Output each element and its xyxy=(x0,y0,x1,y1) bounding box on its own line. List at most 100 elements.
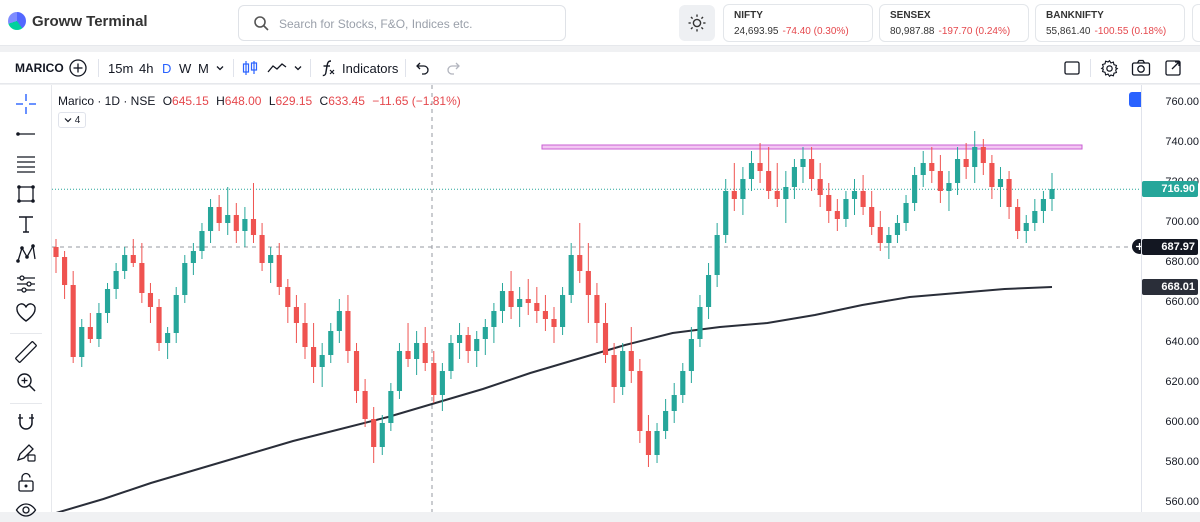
candle-body xyxy=(431,363,437,395)
candle-body xyxy=(946,183,952,191)
gear-icon xyxy=(1100,59,1119,77)
candle-body xyxy=(620,351,626,387)
candle-body xyxy=(225,215,231,223)
candlestick-icon xyxy=(242,61,258,75)
price-tick: 560.00 xyxy=(1165,496,1199,508)
horizontal-lines-icon xyxy=(17,156,35,173)
price-axis[interactable]: 760.00 740.00 720.00 700.00 680.00 660.0… xyxy=(1141,85,1200,512)
interval-4h[interactable]: 4h xyxy=(139,60,154,76)
fullscreen-button[interactable] xyxy=(1164,52,1182,84)
candle-body xyxy=(87,327,93,339)
candle-body xyxy=(439,371,445,395)
candle-body xyxy=(53,247,59,257)
price-tick: 580.00 xyxy=(1165,456,1199,468)
indicator-toggle-button[interactable]: 4 xyxy=(58,112,86,128)
price-chart[interactable] xyxy=(52,85,1142,512)
candle-body xyxy=(233,215,239,231)
redo-button[interactable] xyxy=(445,52,461,84)
measure-tool[interactable] xyxy=(14,340,38,364)
candle-body xyxy=(1023,223,1029,231)
symbol-name[interactable]: MARICO xyxy=(15,61,64,75)
index-change: -100.55 (0.18%) xyxy=(1094,26,1167,37)
candle-body xyxy=(130,255,136,263)
index-card-banknifty[interactable]: BANKNIFTY 55,861.40 -100.55 (0.18%) xyxy=(1035,4,1185,42)
candle-body xyxy=(577,255,583,271)
candle-body xyxy=(448,343,454,371)
theme-toggle-button[interactable] xyxy=(679,5,715,41)
candle-body xyxy=(877,227,883,243)
chevron-down-icon xyxy=(216,66,224,71)
lock-tool[interactable] xyxy=(14,470,38,494)
chart-options-button[interactable] xyxy=(1129,92,1144,107)
search-input[interactable] xyxy=(279,14,549,34)
settings-button[interactable] xyxy=(1100,52,1119,84)
legend-change: −11.65 (−1.81%) xyxy=(372,94,461,108)
candle-body xyxy=(1015,207,1021,231)
candles xyxy=(53,131,1055,467)
interval-dropdown-button[interactable] xyxy=(215,52,225,84)
chart-area[interactable]: Marico · 1D · NSE O645.15 H648.00 L629.1… xyxy=(52,85,1200,512)
candle-body xyxy=(714,235,720,275)
candle-body xyxy=(851,191,858,199)
fib-tool[interactable] xyxy=(14,152,38,176)
pattern-tool[interactable] xyxy=(14,242,38,266)
candle-body xyxy=(723,191,729,235)
interval-15m[interactable]: 15m xyxy=(108,60,134,76)
index-card-sensex[interactable]: SENSEX 80,987.88 -197.70 (0.24%) xyxy=(879,4,1029,42)
undo-button[interactable] xyxy=(415,52,431,84)
search-icon xyxy=(254,16,269,31)
add-symbol-button[interactable] xyxy=(68,52,88,84)
app-logo[interactable]: Groww Terminal xyxy=(8,12,148,30)
line-chart-icon xyxy=(267,63,287,73)
crosshair-price-label: 687.97 xyxy=(1142,239,1198,256)
forecast-tool[interactable] xyxy=(14,272,38,296)
crosshair-tool[interactable] xyxy=(14,92,38,116)
drawing-mode-tool[interactable] xyxy=(14,440,38,464)
chart-toolbar: MARICO 15m 4h D W M Indicators xyxy=(0,52,1200,84)
candle-body xyxy=(207,207,214,231)
candle-body xyxy=(113,271,119,289)
candle-type-button[interactable] xyxy=(241,52,259,84)
candle-body xyxy=(242,219,248,231)
candle-body xyxy=(293,307,299,323)
chart-type-dropdown-button[interactable] xyxy=(293,52,303,84)
favorites-tool[interactable] xyxy=(14,301,38,325)
candle-body xyxy=(353,351,360,391)
candle-body xyxy=(319,355,325,367)
candle-body xyxy=(869,207,875,227)
heart-icon xyxy=(16,303,36,322)
interval-m[interactable]: M xyxy=(198,60,209,76)
candle-body xyxy=(285,287,291,307)
sliders-icon xyxy=(17,275,35,293)
index-card-nifty[interactable]: NIFTY 24,693.95 -74.40 (0.30%) xyxy=(723,4,873,42)
candle-body xyxy=(1032,211,1038,223)
candle-body xyxy=(259,235,265,263)
index-change: -74.40 (0.30%) xyxy=(782,26,849,37)
candle-body xyxy=(122,255,128,271)
interval-d[interactable]: D xyxy=(162,60,172,76)
trend-line-tool[interactable] xyxy=(14,122,38,146)
candle-body xyxy=(748,163,755,179)
shape-tool[interactable] xyxy=(14,182,38,206)
text-tool[interactable] xyxy=(14,212,38,236)
price-tick: 660.00 xyxy=(1165,296,1199,308)
indicators-button[interactable]: Indicators xyxy=(320,52,398,84)
layout-button[interactable] xyxy=(1063,52,1081,84)
index-card-more[interactable] xyxy=(1192,4,1200,42)
visibility-tool[interactable] xyxy=(14,498,38,522)
chevron-down-icon xyxy=(294,66,302,71)
magnet-tool[interactable] xyxy=(14,410,38,434)
search-box[interactable] xyxy=(238,5,566,41)
chart-legend: Marico · 1D · NSE O645.15 H648.00 L629.1… xyxy=(58,94,461,108)
candle-body xyxy=(517,299,523,307)
interval-w[interactable]: W xyxy=(179,60,192,76)
zoom-tool[interactable] xyxy=(14,370,38,394)
legend-low: 629.15 xyxy=(275,94,313,108)
drawing-toolbar xyxy=(0,85,52,517)
line-chart-button[interactable] xyxy=(267,52,287,84)
candle-body xyxy=(645,431,652,455)
candle-body xyxy=(963,159,969,167)
function-icon xyxy=(322,60,335,77)
ruler-icon xyxy=(15,341,37,363)
screenshot-button[interactable] xyxy=(1131,52,1151,84)
